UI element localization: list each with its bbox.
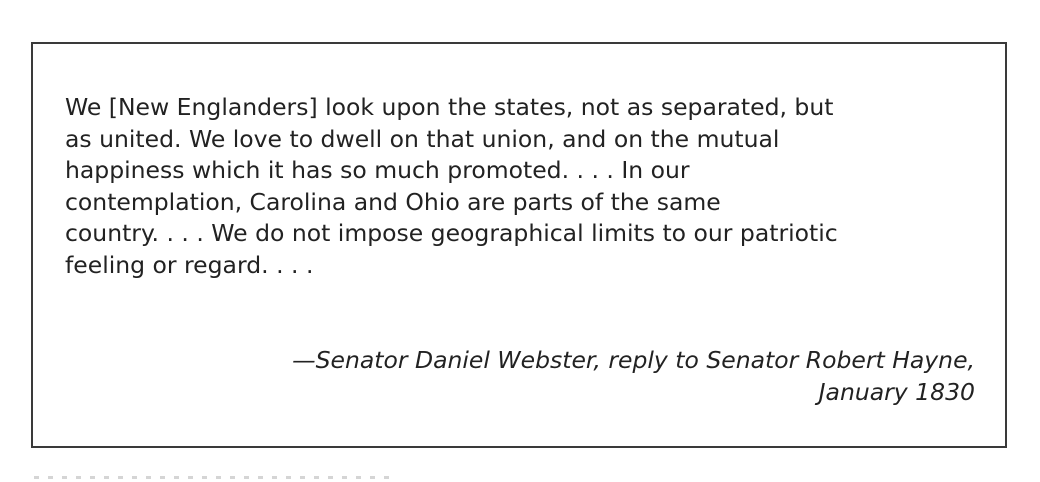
quote-line: happiness which it has so much promoted.…: [65, 156, 690, 184]
quote-attribution: —Senator Daniel Webster, reply to Senato…: [292, 344, 975, 408]
quote-line: as united. We love to dwell on that unio…: [65, 124, 780, 153]
quote-box: We [New Englanders] look upon the states…: [31, 42, 1007, 448]
attribution-date: January 1830: [818, 378, 975, 406]
quote-text: We [New Englanders] look upon the states…: [65, 92, 985, 281]
quote-line: contemplation, Carolina and Ohio are par…: [65, 187, 721, 216]
quote-line: feeling or regard. . . .: [65, 250, 314, 279]
quote-line: country. . . . We do not impose geograph…: [65, 219, 838, 247]
attribution-source: —Senator Daniel Webster, reply to Senato…: [292, 346, 975, 374]
quote-line: We [New Englanders] look upon the states…: [65, 93, 834, 121]
cropped-text-fragment: [34, 476, 394, 479]
